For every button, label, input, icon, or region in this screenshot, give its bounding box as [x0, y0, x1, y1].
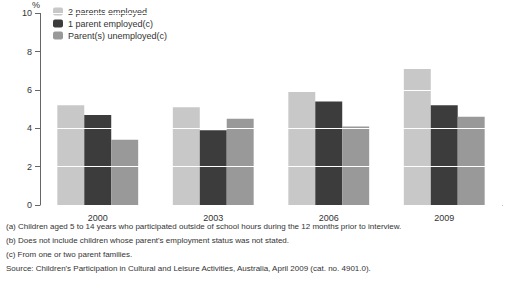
svg-text:2 parents employed: 2 parents employed: [68, 7, 147, 17]
svg-text:10: 10: [22, 8, 32, 18]
svg-text:4: 4: [27, 123, 32, 133]
svg-text:Source: Children's Participati: Source: Children's Participation in Cult…: [6, 264, 371, 273]
svg-text:(c) From one or two parent fam: (c) From one or two parent families.: [6, 250, 132, 259]
svg-text:%: %: [32, 0, 40, 10]
svg-text:0: 0: [27, 200, 32, 210]
svg-text:2006: 2006: [319, 213, 339, 223]
svg-text:1 parent employed(c): 1 parent employed(c): [68, 19, 153, 29]
svg-text:6: 6: [27, 85, 32, 95]
svg-text:8: 8: [27, 47, 32, 57]
svg-text:2009: 2009: [434, 213, 454, 223]
svg-text:2: 2: [27, 162, 32, 172]
svg-text:2003: 2003: [203, 213, 223, 223]
svg-text:(b) Does not include children: (b) Does not include children whose pare…: [6, 236, 289, 245]
svg-text:Parent(s) unemployed(c): Parent(s) unemployed(c): [68, 31, 167, 41]
svg-text:2000: 2000: [88, 213, 108, 223]
svg-text:(a) Children aged 5 to 14 year: (a) Children aged 5 to 14 years who part…: [6, 222, 401, 231]
